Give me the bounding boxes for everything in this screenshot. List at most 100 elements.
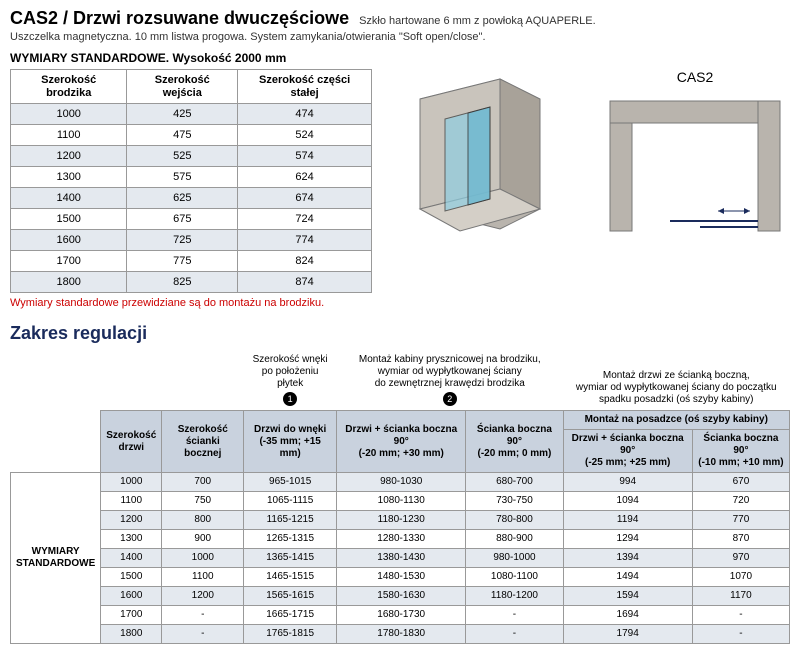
title-desc: Szkło hartowane 6 mm z powłoką AQUAPERLE… <box>359 15 596 27</box>
table-cell: 1280-1330 <box>337 530 466 549</box>
table-cell: 575 <box>127 167 238 188</box>
table-cell: 1500 <box>11 209 127 230</box>
table-cell: 1800 <box>101 625 162 644</box>
table-cell: 574 <box>238 146 372 167</box>
dimensions-table-wrapper: Szerokość brodzika Szerokość wejścia Sze… <box>10 69 372 309</box>
sub-description: Uszczelka magnetyczna. 10 mm listwa prog… <box>10 31 790 43</box>
table-cell: 624 <box>238 167 372 188</box>
table-cell: 1694 <box>563 606 692 625</box>
table-row: 1700775824 <box>11 251 372 272</box>
table-cell: 1200 <box>11 146 127 167</box>
table-cell: 625 <box>127 188 238 209</box>
standard-dims-header: WYMIARY STANDARDOWE. Wysokość 2000 mm <box>10 51 790 65</box>
table-cell: 824 <box>238 251 372 272</box>
sub-szer-scianki: Szerokość ścianki bocznej <box>162 411 244 473</box>
table-row: 1800-1765-18151780-1830-1794- <box>11 625 790 644</box>
table-cell: 670 <box>692 473 789 492</box>
table-cell: 994 <box>563 473 692 492</box>
table-cell: 770 <box>692 511 789 530</box>
table-row: 1600725774 <box>11 230 372 251</box>
table-cell: 1200 <box>162 587 244 606</box>
table-cell: 1500 <box>101 568 162 587</box>
table-cell: 1580-1630 <box>337 587 466 606</box>
table-cell: 1665-1715 <box>244 606 337 625</box>
table-row: 13009001265-13151280-1330880-9001294870 <box>11 530 790 549</box>
table-cell: - <box>162 606 244 625</box>
table-row: WYMIARY STANDARDOWE1000700965-1015980-10… <box>11 473 790 492</box>
table-cell: - <box>466 625 563 644</box>
plan-drawing-icon <box>600 91 790 241</box>
dim-header-row: Szerokość brodzika Szerokość wejścia Sze… <box>11 70 372 104</box>
iso-drawing-icon <box>390 69 560 239</box>
table-cell: 1680-1730 <box>337 606 466 625</box>
table-cell: 825 <box>127 272 238 293</box>
table-cell: 1094 <box>563 492 692 511</box>
table-cell: 874 <box>238 272 372 293</box>
table-cell: 425 <box>127 104 238 125</box>
table-cell: 1200 <box>101 511 162 530</box>
table-cell: 474 <box>238 104 372 125</box>
table-cell: 1300 <box>11 167 127 188</box>
table-cell: 1794 <box>563 625 692 644</box>
table-cell: 720 <box>692 492 789 511</box>
table-row: 160012001565-16151580-16301180-120015941… <box>11 587 790 606</box>
sub-drzwi-sc90-p: Drzwi + ścianka boczna 90° (-25 mm; +25 … <box>563 430 692 473</box>
table-row: 1700-1665-17151680-1730-1694- <box>11 606 790 625</box>
table-cell: 1265-1315 <box>244 530 337 549</box>
table-cell: 1065-1115 <box>244 492 337 511</box>
table-cell: 800 <box>162 511 244 530</box>
table-cell: 1294 <box>563 530 692 549</box>
dim-col-stalej: Szerokość części stałej <box>238 70 372 104</box>
table-cell: 980-1000 <box>466 549 563 568</box>
table-cell: 730-750 <box>466 492 563 511</box>
sub-sc90-p: Ścianka boczna 90° (-10 mm; +10 mm) <box>692 430 789 473</box>
table-row: 1300575624 <box>11 167 372 188</box>
dim-footnote: Wymiary standardowe przewidziane są do m… <box>10 297 372 309</box>
diagrams-area: CAS2 <box>390 69 790 241</box>
table-cell: 1780-1830 <box>337 625 466 644</box>
dimensions-table: Szerokość brodzika Szerokość wejścia Sze… <box>10 69 372 293</box>
table-cell: 680-700 <box>466 473 563 492</box>
table-cell: 1480-1530 <box>337 568 466 587</box>
table-row: 150011001465-15151480-15301080-110014941… <box>11 568 790 587</box>
group-head-2: Montaż kabiny prysznicowej na brodziku, … <box>337 350 563 411</box>
sub-drzwi-wneki: Drzwi do wnęki (-35 mm; +15 mm) <box>244 411 337 473</box>
dim-col-brodzika: Szerokość brodzika <box>11 70 127 104</box>
table-cell: 675 <box>127 209 238 230</box>
table-cell: 1594 <box>563 587 692 606</box>
table-cell: 1600 <box>11 230 127 251</box>
sub-sc90-b: Ścianka boczna 90° (-20 mm; 0 mm) <box>466 411 563 473</box>
reg-sub-posadzka-row: Szerokość drzwi Szerokość ścianki boczne… <box>11 411 790 430</box>
table-row: 1000425474 <box>11 104 372 125</box>
table-cell: 1080-1130 <box>337 492 466 511</box>
table-cell: 525 <box>127 146 238 167</box>
table-cell: 1100 <box>162 568 244 587</box>
table-cell: 900 <box>162 530 244 549</box>
table-row: 140010001365-14151380-1430980-1000139497… <box>11 549 790 568</box>
sub-montaz-posadzka: Montaż na posadzce (oś szyby kabiny) <box>563 411 790 430</box>
top-section: Szerokość brodzika Szerokość wejścia Sze… <box>10 69 790 309</box>
table-cell: 1100 <box>101 492 162 511</box>
table-cell: 1400 <box>11 188 127 209</box>
table-cell: 524 <box>238 125 372 146</box>
table-cell: 870 <box>692 530 789 549</box>
table-cell: 1565-1615 <box>244 587 337 606</box>
table-cell: 1765-1815 <box>244 625 337 644</box>
diagram-iso <box>390 69 560 239</box>
table-cell: 1070 <box>692 568 789 587</box>
badge-2-icon: 2 <box>443 392 457 406</box>
title-row: CAS2 / Drzwi rozsuwane dwuczęściowe Szkł… <box>10 8 790 29</box>
sub-drzwi-sc90-b: Drzwi + ścianka boczna 90° (-20 mm; +30 … <box>337 411 466 473</box>
table-cell: 1700 <box>11 251 127 272</box>
group-head-1: Szerokość wnęki po położeniu płytek1 <box>244 350 337 411</box>
reg-group-row: Szerokość wnęki po położeniu płytek1 Mon… <box>11 350 790 411</box>
table-row: 1400625674 <box>11 188 372 209</box>
table-cell: 1365-1415 <box>244 549 337 568</box>
table-cell: 775 <box>127 251 238 272</box>
table-cell: - <box>466 606 563 625</box>
table-cell: 1165-1215 <box>244 511 337 530</box>
table-cell: 1080-1100 <box>466 568 563 587</box>
regulation-header: Zakres regulacji <box>10 323 790 344</box>
table-cell: 1380-1430 <box>337 549 466 568</box>
regulation-table: Szerokość wnęki po położeniu płytek1 Mon… <box>10 350 790 644</box>
